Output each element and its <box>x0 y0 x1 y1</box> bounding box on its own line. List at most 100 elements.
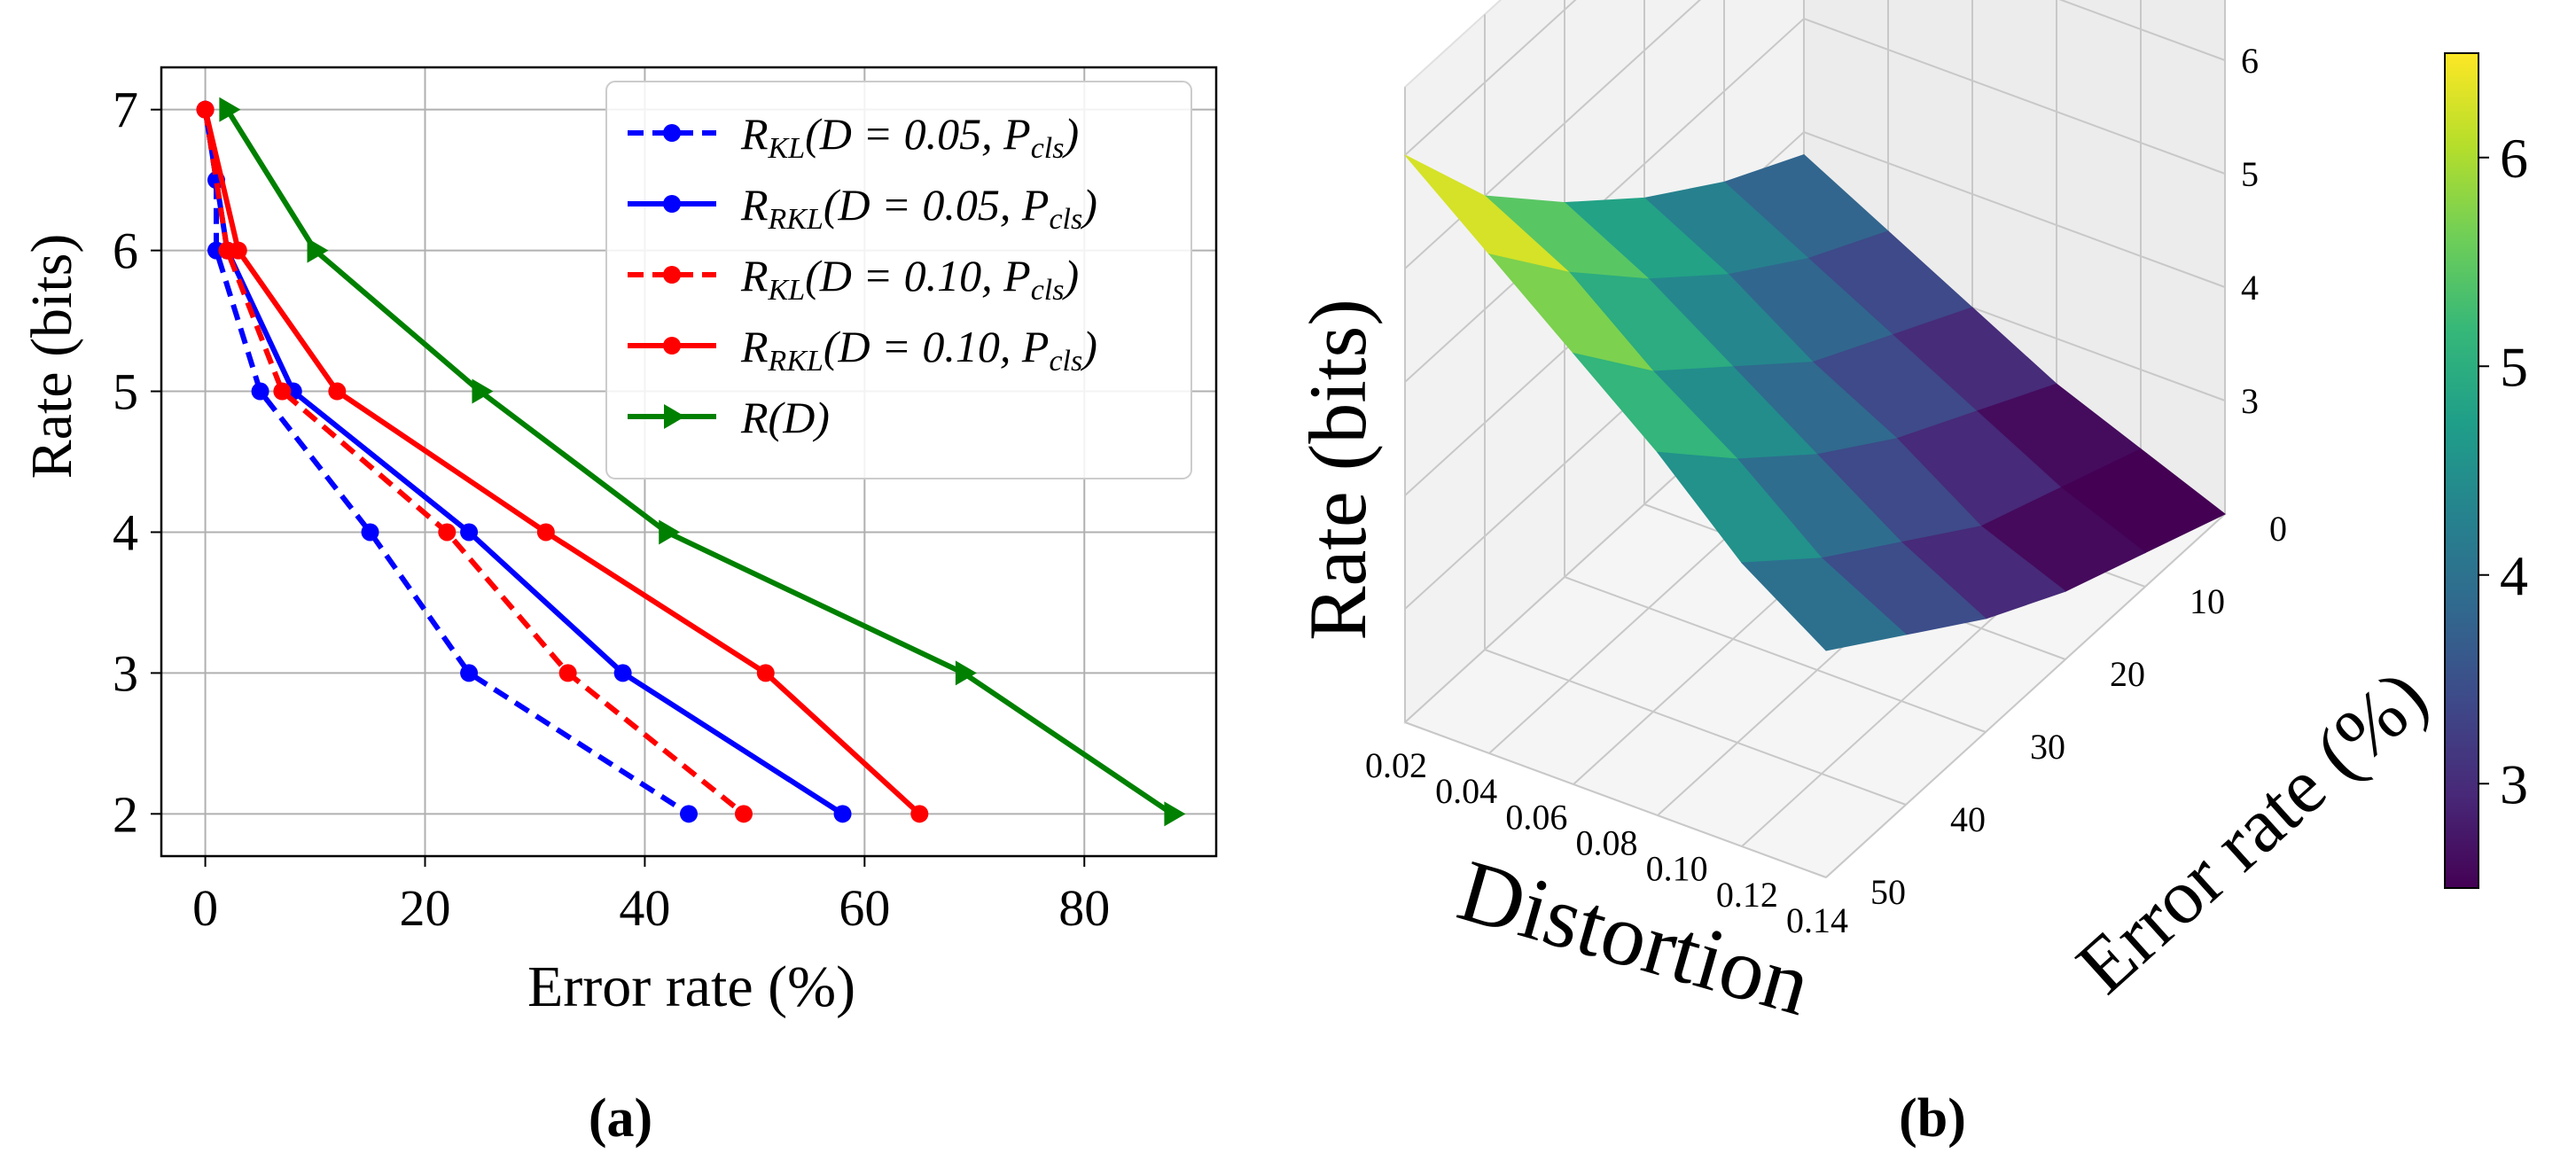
data-point-marker <box>663 195 681 213</box>
series-line <box>202 109 745 816</box>
pane-gridline <box>1404 0 2226 269</box>
legend-entry: RRKL(D = 0.10, Pcls) <box>628 322 1097 378</box>
data-point-marker <box>833 805 852 823</box>
data-point-marker <box>1164 801 1186 827</box>
colorbar-tick-label: 4 <box>2500 544 2528 607</box>
data-point-marker <box>663 266 681 284</box>
legend-entry: RKL(D = 0.05, Pcls) <box>628 109 1079 165</box>
colorbar-tick-label: 3 <box>2500 752 2528 815</box>
legend-label: RKL(D = 0.05, Pcls) <box>740 109 1079 165</box>
pane-gridline <box>1404 0 1577 156</box>
legend-label: RRKL(D = 0.05, Pcls) <box>740 180 1097 236</box>
legend-box <box>605 81 1192 479</box>
panel-a-y-axis-label: Rate (bits) <box>20 234 84 479</box>
x-tick-label: 0 <box>192 879 218 937</box>
pane-gridline <box>1404 130 2226 496</box>
data-point-marker <box>663 124 681 142</box>
y-tick-label: 0 <box>2269 509 2287 549</box>
x-tick-label: 80 <box>1058 879 1110 937</box>
panel-b-caption: (b) <box>1899 1088 1966 1149</box>
series-5 <box>219 97 1186 827</box>
y-tick-label: 20 <box>2110 654 2145 694</box>
y-tick-label: 4 <box>113 503 138 561</box>
data-point-marker <box>663 337 681 355</box>
data-point-marker <box>558 664 577 682</box>
colorbar-tick-label: 5 <box>2500 335 2528 398</box>
x-tick-label: 0.02 <box>1365 745 1427 785</box>
panel-a-plot-frame <box>160 66 1218 858</box>
panel-b-z-axis-label: Rate (bits) <box>1292 299 1383 641</box>
data-point-marker <box>756 664 775 682</box>
data-point-marker <box>460 664 479 682</box>
data-point-marker <box>438 523 457 542</box>
data-point-marker <box>307 238 329 263</box>
panel-a-x-axis-label: Error rate (%) <box>527 955 855 1019</box>
y-tick-label: 3 <box>113 644 138 702</box>
data-point-marker <box>955 660 977 686</box>
panel-a-ticks: 0 20 40 60 80 2 3 4 5 6 7 <box>113 82 1110 937</box>
legend-label: RRKL(D = 0.10, Pcls) <box>740 322 1097 378</box>
y-tick-label: 5 <box>113 363 138 421</box>
legend-label: RKL(D = 0.10, Pcls) <box>740 251 1079 307</box>
data-point-marker <box>229 241 247 260</box>
pane-gridline <box>1825 513 2226 878</box>
data-point-marker <box>361 523 379 542</box>
legend-entry: RKL(D = 0.10, Pcls) <box>628 251 1079 307</box>
data-point-marker <box>664 404 685 429</box>
z-tick-label: 5 <box>2241 154 2259 194</box>
panel-b-surface-plot: 0.020.040.060.080.100.120.14 0 10 20 30 40 50 3… <box>1292 0 2528 1149</box>
data-point-marker <box>251 382 269 401</box>
panel-b-colorbar: 3 4 5 6 <box>2444 52 2528 889</box>
panel-b-ticks: 0.020.040.060.080.100.120.14 0 10 20 30 40 50 3… <box>1365 41 2287 940</box>
colorbar-tick-label: 6 <box>2500 127 2528 190</box>
legend-entry: R(D) <box>628 393 830 442</box>
data-point-marker <box>219 97 241 122</box>
y-tick-label: 40 <box>1950 799 1986 839</box>
x-tick-label: 60 <box>839 879 890 937</box>
y-tick-label: 2 <box>113 785 138 843</box>
pane-gridline <box>1484 649 1907 806</box>
x-tick-label: 0.06 <box>1505 797 1567 837</box>
z-tick-label: 4 <box>2241 268 2259 308</box>
data-point-marker <box>196 100 215 119</box>
series-line <box>224 108 1175 816</box>
panel-a-series <box>196 97 1186 827</box>
data-point-marker <box>328 382 347 401</box>
y-tick-label: 30 <box>2030 727 2065 767</box>
panel-b-y-axis-label: Error rate (%) <box>2061 654 2444 1010</box>
legend-entry: RRKL(D = 0.05, Pcls) <box>628 180 1097 236</box>
data-point-marker <box>460 523 479 542</box>
surface-patch <box>1740 557 1908 651</box>
data-point-marker <box>734 805 753 823</box>
x-tick-label: 0.04 <box>1435 771 1497 811</box>
panel-a-line-chart: 0 20 40 60 80 2 3 4 5 6 7 Error rate (%) Rate (bit… <box>20 66 1218 1149</box>
x-tick-label: 20 <box>400 879 451 937</box>
series-line <box>202 108 922 816</box>
data-point-marker <box>613 664 632 682</box>
panel-b-x-axis-label: Distortion <box>1448 841 1821 1034</box>
pane-gridline <box>1564 576 1987 733</box>
data-point-marker <box>659 519 681 545</box>
x-tick-label: 40 <box>619 879 670 937</box>
y-tick-label: 10 <box>2190 581 2225 621</box>
colorbar-bar <box>2444 52 2479 889</box>
data-point-marker <box>472 378 494 404</box>
series-4 <box>196 100 929 823</box>
legend-label: R(D) <box>740 393 830 442</box>
z-tick-label: 3 <box>2241 381 2259 421</box>
pane-gridline <box>1404 721 1827 878</box>
panel-a-caption: (a) <box>589 1088 652 1149</box>
x-tick-label: 0.08 <box>1576 823 1638 863</box>
panel-b-surface <box>1404 154 2226 651</box>
panel-a-legend: RKL(D = 0.05, Pcls) RRKL(D = 0.05, Pcls) R… <box>605 81 1192 479</box>
series-line <box>202 109 845 816</box>
x-tick-label: 0.12 <box>1716 875 1778 915</box>
data-point-marker <box>536 523 555 542</box>
z-tick-label: 6 <box>2241 41 2259 81</box>
x-tick-label: 0.10 <box>1646 849 1708 889</box>
y-tick-label: 7 <box>113 82 138 139</box>
y-tick-label: 6 <box>113 222 138 280</box>
data-point-marker <box>680 805 698 823</box>
x-tick-label: 0.14 <box>1786 900 1848 940</box>
